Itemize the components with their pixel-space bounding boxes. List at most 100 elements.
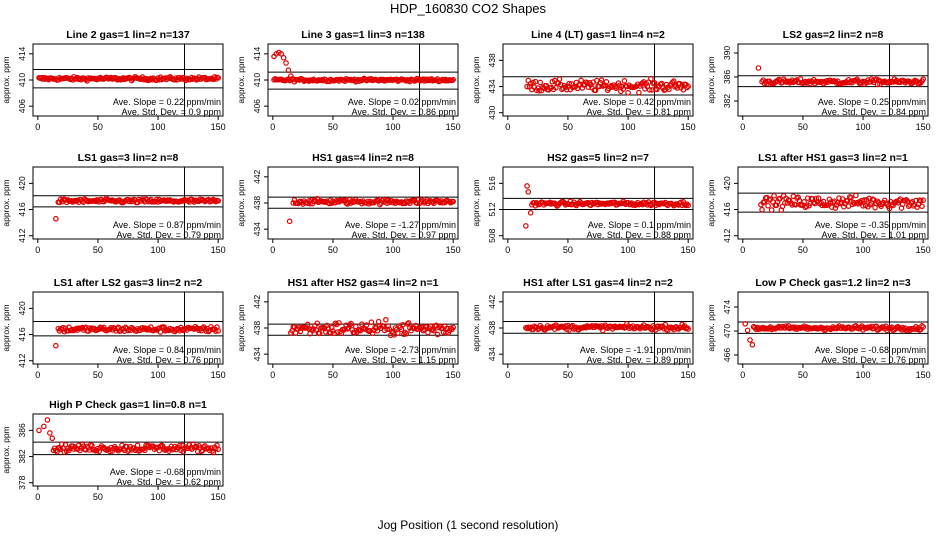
x-tick-label: 50 <box>798 245 808 255</box>
stddev-annotation: Ave. Std. Dev. = 0.84 ppm <box>822 107 926 117</box>
data-point <box>134 442 141 449</box>
data-point <box>63 448 70 454</box>
data-point <box>186 441 193 448</box>
panel-11: HS1 after LS1 gas=4 lin=2 n=2 approx. ppm… <box>471 277 696 380</box>
data-point <box>778 325 785 331</box>
data-point <box>556 76 563 82</box>
x-tick-label: 0 <box>270 370 275 380</box>
data-point <box>405 320 412 326</box>
y-tick-label: 414 <box>17 46 27 60</box>
x-tick-label: 50 <box>563 122 573 132</box>
data-point <box>56 445 63 451</box>
data-point <box>363 322 370 328</box>
data-point <box>416 76 423 83</box>
slope-annotation: Ave. Slope = 0.02 ppm/min <box>348 97 456 107</box>
y-tick-label: 438 <box>252 321 262 335</box>
data-point <box>434 331 441 338</box>
data-point <box>566 201 572 208</box>
data-point <box>383 316 389 323</box>
data-point <box>527 210 534 216</box>
data-point <box>866 195 872 202</box>
data-point <box>685 326 691 332</box>
data-point <box>322 329 329 335</box>
data-point <box>56 199 63 206</box>
data-point <box>682 202 689 209</box>
data-point <box>685 83 691 90</box>
stddev-annotation: Ave. Std. Dev. = 0.86 ppm <box>352 107 456 117</box>
y-tick-label: 416 <box>722 202 732 216</box>
y-tick-label: 416 <box>17 202 27 216</box>
data-point <box>286 218 293 225</box>
data-point <box>47 430 53 436</box>
panel-title: LS1 after HS1 gas=3 lin=2 n=1 <box>758 152 908 164</box>
data-point <box>572 201 578 208</box>
y-tick-label: 378 <box>17 475 27 489</box>
data-point <box>44 417 51 423</box>
data-point <box>524 183 530 189</box>
data-point <box>742 320 749 327</box>
y-axis-label: approx. ppm <box>471 56 481 103</box>
data-point <box>420 327 426 334</box>
x-tick-label: 100 <box>621 370 636 380</box>
data-point <box>598 77 605 83</box>
data-point <box>744 327 751 334</box>
data-point <box>801 199 807 205</box>
data-point <box>651 79 658 86</box>
data-point <box>348 320 354 327</box>
panel-title: Line 4 (LT) gas=1 lin=4 n=2 <box>531 29 665 41</box>
panel-10: HS1 after HS2 gas=4 lin=2 n=1 approx. ppm… <box>236 277 461 380</box>
x-tick-label: 100 <box>621 245 636 255</box>
data-point <box>919 323 925 329</box>
slope-annotation: Ave. Slope = 0.42 ppm/min <box>583 97 691 107</box>
x-tick-label: 150 <box>681 370 696 380</box>
data-point <box>810 199 817 206</box>
x-tick-label: 0 <box>740 122 745 132</box>
y-axis-label: approx. ppm <box>1 179 11 226</box>
figure-title: HDP_160830 CO2 Shapes <box>389 1 547 16</box>
panel-title: Line 3 gas=1 lin=3 n=138 <box>301 29 425 41</box>
data-point <box>536 87 542 94</box>
data-point <box>920 76 926 82</box>
data-point <box>760 199 767 206</box>
y-axis-label: approx. ppm <box>1 56 11 103</box>
y-tick-label: 442 <box>487 294 497 308</box>
panel-8: LS1 after HS1 gas=3 lin=2 n=1 approx. ppm… <box>706 152 931 255</box>
x-tick-label: 50 <box>328 370 338 380</box>
data-point <box>747 337 753 343</box>
x-tick-label: 150 <box>211 492 226 502</box>
figure-x-axis-label: Jog Position (1 second resolution) <box>377 518 559 532</box>
y-tick-label: 434 <box>252 222 262 236</box>
data-point <box>49 435 56 442</box>
data-point <box>280 54 287 61</box>
x-tick-label: 100 <box>151 492 166 502</box>
data-point <box>180 448 187 455</box>
x-tick-label: 50 <box>798 122 808 132</box>
data-point <box>768 207 775 213</box>
data-point <box>670 78 677 84</box>
y-tick-label: 434 <box>487 79 497 93</box>
data-point <box>450 76 456 83</box>
data-point <box>429 326 436 333</box>
data-point <box>525 189 532 195</box>
x-tick-label: 50 <box>328 122 338 132</box>
x-tick-label: 150 <box>916 370 931 380</box>
y-axis-label: approx. ppm <box>236 56 246 103</box>
data-point <box>813 195 819 202</box>
y-tick-label: 442 <box>252 294 262 308</box>
data-point <box>385 323 392 329</box>
x-tick-label: 100 <box>151 122 166 132</box>
slope-annotation: Ave. Slope = -0.35 ppm/min <box>815 220 926 230</box>
y-axis-label: approx. ppm <box>706 179 716 226</box>
x-tick-label: 0 <box>505 122 510 132</box>
data-point <box>375 318 382 325</box>
data-point <box>646 87 653 93</box>
y-axis-label: approx. ppm <box>1 304 11 351</box>
y-axis-label: approx. ppm <box>471 179 481 226</box>
data-point <box>346 322 353 328</box>
data-point <box>42 76 48 82</box>
data-point <box>215 328 221 334</box>
data-point <box>148 324 154 330</box>
data-point <box>524 83 530 90</box>
panel-1: Line 2 gas=1 lin=2 n=137 approx. ppm 406 41… <box>1 29 226 132</box>
data-point <box>198 448 205 455</box>
